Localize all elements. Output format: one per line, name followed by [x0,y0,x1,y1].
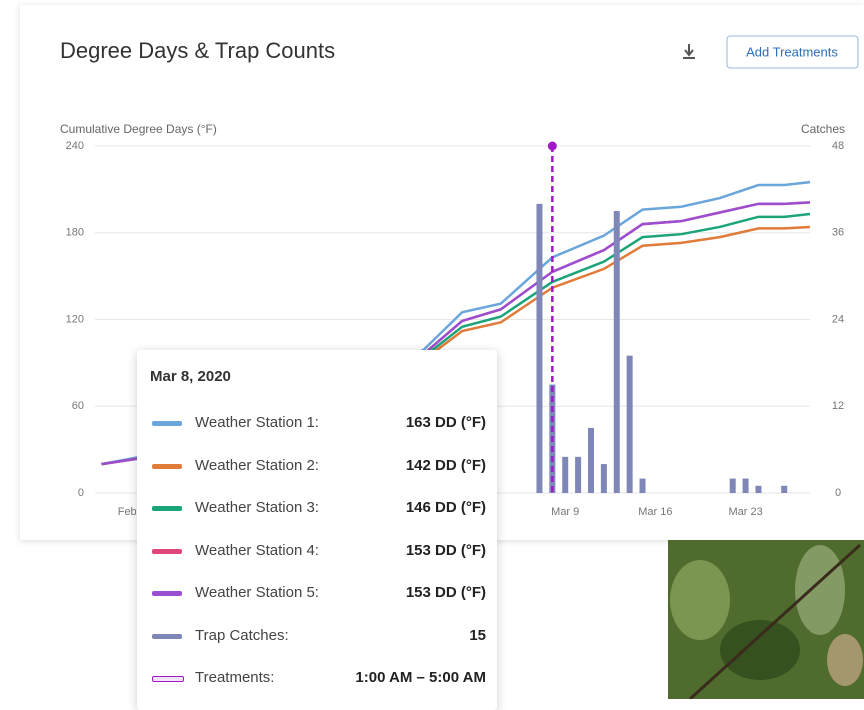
photo [668,540,864,699]
tooltip-row: Weather Station 4: 153 DD (°F) [137,542,497,562]
treatment-dot [547,141,557,151]
tooltip-label: Weather Station 4: [195,541,319,559]
tooltip-swatch [152,591,182,596]
trap-bar [742,478,749,493]
button-label[interactable]: Add Treatments [746,44,838,59]
trap-bar [587,427,594,493]
y2-axis-label: Catches [801,122,845,136]
tooltip-value: 146 DD (°F) [405,499,486,516]
y-tick-label: 0 [78,487,84,499]
x-tick-label: Mar 9 [551,506,579,518]
tooltip-row: Weather Station 2: 142 DD (°F) [137,457,497,477]
tooltip-swatch [152,421,182,426]
trap-bar [755,485,762,493]
trap-bar [781,485,788,493]
y-tick-label: 60 [72,400,84,412]
download-icon[interactable] [683,44,695,59]
tooltip-row: Treatments: 1:00 AM – 5:00 AM [137,669,497,689]
tooltip-label: Weather Station 3: [195,499,319,516]
trap-bar [562,456,569,493]
tooltip-value: 153 DD (°F) [405,584,486,601]
trap-bar [600,464,607,493]
y2-tick-label: 36 [832,227,844,239]
y-tick-label: 240 [66,140,84,152]
x-tick-label: Mar 23 [728,506,762,518]
tooltip: Mar 8, 2020 Weather Station 1: 163 DD (°F… [137,350,497,710]
tooltip-swatch [152,506,182,511]
tooltip-swatch [152,548,182,554]
tooltip-label: Trap Catches: [195,626,289,644]
tooltip-value: 153 DD (°F) [405,541,486,559]
y-tick-label: 180 [66,227,84,239]
tooltip-row: Trap Catches: 15 [137,627,497,647]
x-tick-label: Mar 16 [638,506,672,518]
tooltip-swatch [152,676,184,682]
y-tick-label: 120 [66,313,84,325]
tooltip-label: Weather Station 1: [195,414,319,431]
tooltip-value: 1:00 AM – 5:00 AM [355,669,486,686]
tooltip-value: 15 [469,626,486,644]
tooltip-swatch [152,633,182,639]
tooltip-value: 142 DD (°F) [405,456,486,474]
y-axis-label: Cumulative Degree Days (°F) [60,122,217,136]
tooltip-title: Mar 8, 2020 [150,368,231,385]
y2-tick-label: 0 [835,487,841,499]
tooltip-swatch [152,463,182,469]
tooltip-row: Weather Station 5: 153 DD (°F) [137,584,497,604]
tooltip-label: Treatments: [195,669,275,686]
trap-bar [613,211,620,493]
trap-bar [536,203,543,494]
y2-tick-label: 12 [832,400,844,412]
y2-tick-label: 48 [832,140,844,152]
y2-tick-label: 24 [832,313,844,325]
trap-bar [639,478,646,493]
trap-bar [729,478,736,493]
tooltip-row: Weather Station 1: 163 DD (°F) [137,414,497,434]
tooltip-label: Weather Station 5: [195,584,319,601]
tooltip-label: Weather Station 2: [195,456,319,474]
tooltip-row: Weather Station 3: 146 DD (°F) [137,499,497,519]
tooltip-value: 163 DD (°F) [405,414,486,431]
chart-title: Degree Days & Trap Counts [60,38,335,63]
trap-bar [575,456,582,493]
add-treatments-button[interactable] [726,35,859,69]
trap-bar [626,355,633,493]
x-tick-label: Feb [118,506,137,518]
